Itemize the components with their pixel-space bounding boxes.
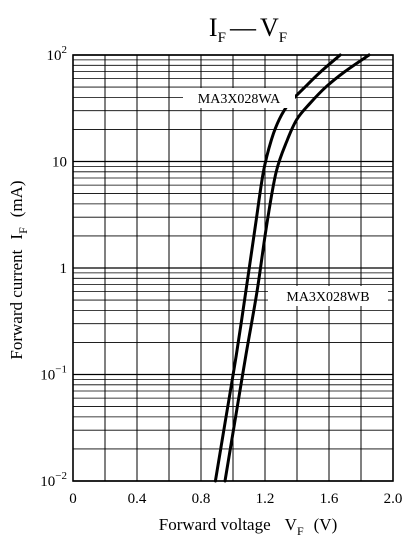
- y-tick-label: 1: [60, 261, 68, 277]
- series-labels: MA3X028WA MA3X028WB: [183, 88, 388, 306]
- chart-title: IF — VF: [209, 13, 287, 46]
- series-line-b: [223, 53, 371, 483]
- series-label-a: MA3X028WA: [198, 92, 281, 107]
- grid: [72, 54, 394, 482]
- x-axis-label: Forward voltage VF (V): [159, 515, 337, 538]
- y-tick-label: 10−1: [40, 364, 67, 384]
- series-label-bg: [183, 88, 295, 108]
- x-tick-label: 0.4: [128, 491, 147, 507]
- series-label-bg: [268, 286, 388, 306]
- y-tick-label: 10−2: [40, 470, 67, 490]
- x-tick-label: 2.0: [384, 491, 403, 507]
- plot-frame: [72, 54, 394, 482]
- series-label-b: MA3X028WB: [286, 290, 369, 305]
- x-tick-label: 0.8: [192, 491, 211, 507]
- series: [213, 53, 371, 483]
- series-line-a: [213, 53, 342, 483]
- y-tick-label: 102: [47, 44, 68, 64]
- y-tick-label: 10: [52, 155, 67, 171]
- tick-labels: 0 0.4 0.8 1.2 1.6 2.0 102 10 1 10−1 10−2: [40, 44, 402, 507]
- x-tick-label: 1.2: [256, 491, 275, 507]
- y-axis-label: Forward currentIF(mA): [7, 180, 30, 359]
- x-tick-label: 1.6: [320, 491, 339, 507]
- x-tick-label: 0: [69, 491, 77, 507]
